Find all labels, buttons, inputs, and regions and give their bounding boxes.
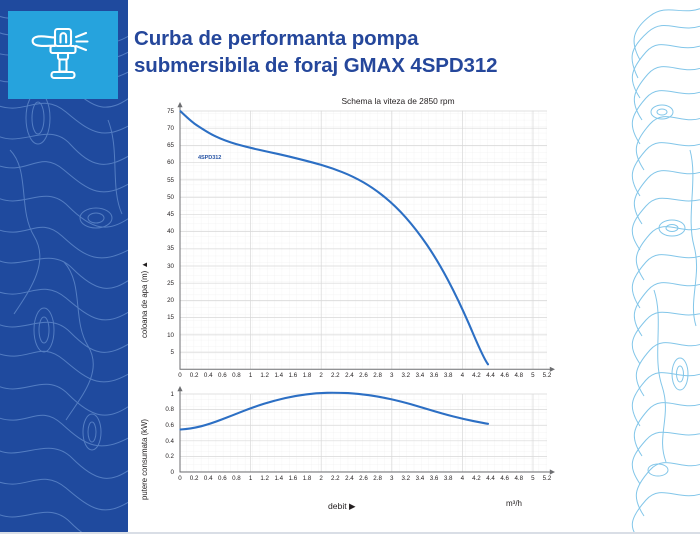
head-y-tick: 10 xyxy=(167,331,174,339)
power-x-tick: 1.8 xyxy=(302,475,312,482)
head-y-tick: 30 xyxy=(167,262,174,270)
power-x-tick: 5.2 xyxy=(542,475,552,482)
power-x-tick: 2.6 xyxy=(359,475,368,482)
pump-icon-tile xyxy=(8,11,118,99)
power-x-tick: 1.6 xyxy=(288,475,298,482)
head-x-tick: 2.4 xyxy=(345,372,354,379)
power-x-tick: 4.8 xyxy=(514,475,524,482)
power-x-tick: 4.2 xyxy=(472,475,481,482)
power-y-tick: 0 xyxy=(170,468,174,476)
head-y-tick: 55 xyxy=(167,176,174,184)
head-x-tick: 3.4 xyxy=(415,372,425,379)
head-x-tick: 0.2 xyxy=(189,372,199,379)
power-x-tick: 1.2 xyxy=(260,475,269,482)
x-axis-unit: m³/h xyxy=(506,499,522,508)
footer-divider xyxy=(0,532,700,534)
head-x-tick: 4.8 xyxy=(514,372,524,379)
head-x-tick: 3.8 xyxy=(443,372,453,379)
head-y-tick: 75 xyxy=(167,107,174,115)
charts-svg xyxy=(177,102,555,475)
power-y-tick: 0.4 xyxy=(165,437,174,445)
power-x-tick: 0.6 xyxy=(218,475,227,482)
power-x-tick: 0.8 xyxy=(232,475,241,482)
power-x-tick: 0 xyxy=(178,475,182,482)
head-x-tick: 4.6 xyxy=(500,372,509,379)
head-x-tick: 5.2 xyxy=(542,372,552,379)
head-y-tick: 45 xyxy=(167,211,174,219)
head-y-tick: 15 xyxy=(167,314,174,322)
power-x-tick: 3.6 xyxy=(429,475,439,482)
title-line-2: submersibila de foraj GMAX 4SPD312 xyxy=(134,54,498,78)
head-x-tick: 1.2 xyxy=(260,372,269,379)
head-y-tick: 35 xyxy=(167,245,174,253)
head-x-tick: 1.4 xyxy=(274,372,284,379)
power-x-tick: 4.4 xyxy=(486,475,495,482)
head-x-tick: 2.2 xyxy=(330,372,340,379)
power-x-tick: 3.4 xyxy=(415,475,425,482)
power-x-tick: 4.6 xyxy=(500,475,509,482)
head-x-tick: 4 xyxy=(460,372,465,379)
head-y-tick: 60 xyxy=(167,159,174,167)
chart-subtitle: Schema la viteza de 2850 rpm xyxy=(341,96,455,106)
head-x-tick: 1.8 xyxy=(302,372,312,379)
title-line-1: Curba de performanta pompa xyxy=(134,27,419,50)
head-curve-path xyxy=(179,110,490,366)
head-x-tick: 2.6 xyxy=(359,372,368,379)
power-curve-path xyxy=(179,391,490,431)
power-x-tick: 2.8 xyxy=(373,475,382,482)
right-decorative-band xyxy=(628,0,700,534)
head-x-tick: 2 xyxy=(319,372,323,379)
power-y-tick: 0.8 xyxy=(165,406,174,414)
power-y-tick: 0.6 xyxy=(165,421,174,429)
power-x-tick: 1 xyxy=(248,475,253,482)
head-x-tick: 2.8 xyxy=(373,372,382,379)
head-x-tick: 3.2 xyxy=(401,372,411,379)
head-x-tick: 5 xyxy=(531,372,535,379)
head-x-tick: 0.4 xyxy=(203,372,213,379)
head-x-tick: 3.6 xyxy=(429,372,439,379)
power-x-tick: 3.2 xyxy=(401,475,411,482)
head-x-tick: 3 xyxy=(389,372,394,379)
head-y-tick: 5 xyxy=(170,348,174,356)
power-x-tick: 3.8 xyxy=(443,475,453,482)
head-x-tick: 4.2 xyxy=(472,372,481,379)
power-x-tick: 1.4 xyxy=(274,475,284,482)
power-x-tick: 5 xyxy=(531,475,535,482)
head-curve-series-label: 4SPD312 xyxy=(198,155,222,161)
submersible-pump-icon xyxy=(31,27,89,80)
power-x-tick: 0.4 xyxy=(203,475,213,482)
topographic-pattern-right xyxy=(631,8,700,534)
power-y-tick: 1 xyxy=(170,390,174,398)
head-x-tick: 0.8 xyxy=(232,372,241,379)
power-x-tick: 4 xyxy=(460,475,465,482)
power-x-tick: 2.2 xyxy=(330,475,340,482)
head-y-tick: 65 xyxy=(167,142,174,150)
performance-chart-area: Schema la viteza de 2850 rpm coloana de … xyxy=(128,88,628,518)
power-chart-plot xyxy=(177,386,555,475)
head-y-tick: 40 xyxy=(167,228,174,236)
power-x-tick: 0.2 xyxy=(189,475,199,482)
head-x-tick: 4.4 xyxy=(486,372,495,379)
page-title: Curba de performanta pompa submersibila … xyxy=(134,25,634,80)
power-x-tick: 2.4 xyxy=(345,475,354,482)
head-chart-plot xyxy=(177,102,555,372)
head-x-tick: 0.6 xyxy=(218,372,227,379)
head-y-tick: 20 xyxy=(167,297,174,305)
head-x-tick: 0 xyxy=(178,372,182,379)
x-axis-title: debit ▶ xyxy=(328,501,356,511)
head-y-tick: 50 xyxy=(167,193,174,201)
head-x-tick: 1 xyxy=(248,372,253,379)
power-x-tick: 3 xyxy=(389,475,394,482)
head-y-tick: 25 xyxy=(167,279,174,287)
power-y-tick: 0.2 xyxy=(165,453,174,461)
power-x-tick: 2 xyxy=(319,475,323,482)
head-x-tick: 1.6 xyxy=(288,372,298,379)
head-y-tick: 70 xyxy=(167,124,174,132)
